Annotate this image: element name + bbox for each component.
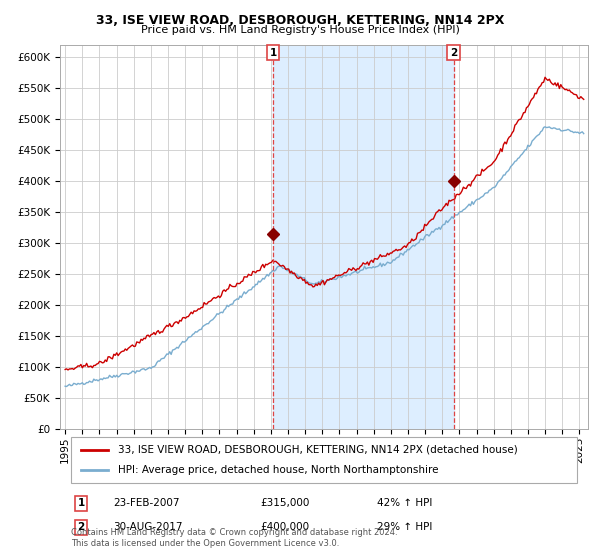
Text: 33, ISE VIEW ROAD, DESBOROUGH, KETTERING, NN14 2PX (detached house): 33, ISE VIEW ROAD, DESBOROUGH, KETTERING… [118,445,518,455]
Text: 1: 1 [77,498,85,508]
Text: 33, ISE VIEW ROAD, DESBOROUGH, KETTERING, NN14 2PX: 33, ISE VIEW ROAD, DESBOROUGH, KETTERING… [96,14,504,27]
Text: Contains HM Land Registry data © Crown copyright and database right 2024.
This d: Contains HM Land Registry data © Crown c… [71,528,397,548]
Text: Price paid vs. HM Land Registry's House Price Index (HPI): Price paid vs. HM Land Registry's House … [140,25,460,35]
Text: 23-FEB-2007: 23-FEB-2007 [113,498,179,508]
Text: 29% ↑ HPI: 29% ↑ HPI [377,522,432,532]
Text: 30-AUG-2017: 30-AUG-2017 [113,522,182,532]
Text: £400,000: £400,000 [260,522,310,532]
Text: HPI: Average price, detached house, North Northamptonshire: HPI: Average price, detached house, Nort… [118,465,439,475]
Text: £315,000: £315,000 [260,498,310,508]
Text: 2: 2 [450,48,457,58]
Text: 1: 1 [269,48,277,58]
Text: 2: 2 [77,522,85,532]
FancyBboxPatch shape [71,437,577,483]
Bar [273,45,454,429]
Text: 42% ↑ HPI: 42% ↑ HPI [377,498,432,508]
